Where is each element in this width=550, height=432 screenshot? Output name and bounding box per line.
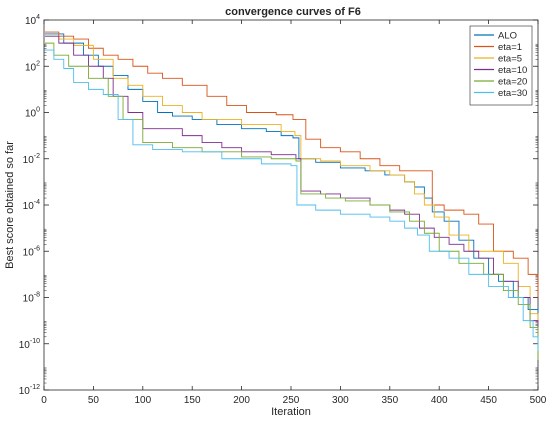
x-tick-label: 250 <box>283 395 300 406</box>
legend-label: eta=20 <box>498 77 527 88</box>
x-tick-label: 200 <box>233 395 250 406</box>
y-tick-label: 104 <box>25 14 40 27</box>
series-line-eta=30 <box>44 49 539 351</box>
y-tick-label: 10-12 <box>19 384 40 397</box>
y-tick-label: 102 <box>25 60 40 73</box>
plot-area <box>43 19 539 391</box>
x-axis-label: Iteration <box>271 406 311 418</box>
legend-box <box>469 25 533 106</box>
x-tick-label: 400 <box>431 395 448 406</box>
y-tick-label: 10-6 <box>23 245 40 258</box>
x-tick-label: 500 <box>530 395 547 406</box>
x-tick-label: 0 <box>41 395 47 406</box>
legend-label: eta=10 <box>498 65 527 76</box>
x-tick-label: 100 <box>134 395 151 406</box>
x-tick-label: 350 <box>381 395 398 406</box>
series-line-eta=20 <box>44 42 539 360</box>
y-tick-label: 100 <box>25 107 40 120</box>
legend-label: ALO <box>498 31 517 42</box>
legend-label: eta=30 <box>498 88 527 99</box>
x-tick-label: 50 <box>88 395 100 406</box>
chart-title: convergence curves of F6 <box>225 6 361 18</box>
legend-label: eta=1 <box>498 42 522 53</box>
series-line-eta=5 <box>44 35 539 328</box>
series-line-eta=10 <box>44 35 539 337</box>
series-lines <box>44 31 539 360</box>
y-tick-label: 10-8 <box>23 292 40 305</box>
y-axis-label: Best score obtained so far <box>4 141 16 269</box>
legend-label: eta=5 <box>498 54 522 65</box>
x-axis: 0 50 100 150 200 250 300 350 400 450 500 <box>41 20 547 406</box>
x-tick-label: 450 <box>480 395 497 406</box>
y-tick-label: 10-10 <box>19 338 40 351</box>
x-tick-label: 150 <box>184 395 201 406</box>
y-tick-label: 10-2 <box>23 153 40 166</box>
series-line-eta=1 <box>44 31 539 298</box>
y-axis: 10-12 10-10 10-8 10-6 10-4 10-2 100 102 104 <box>19 14 538 397</box>
x-tick-label: 300 <box>332 395 349 406</box>
y-tick-label: 10-4 <box>23 199 40 212</box>
